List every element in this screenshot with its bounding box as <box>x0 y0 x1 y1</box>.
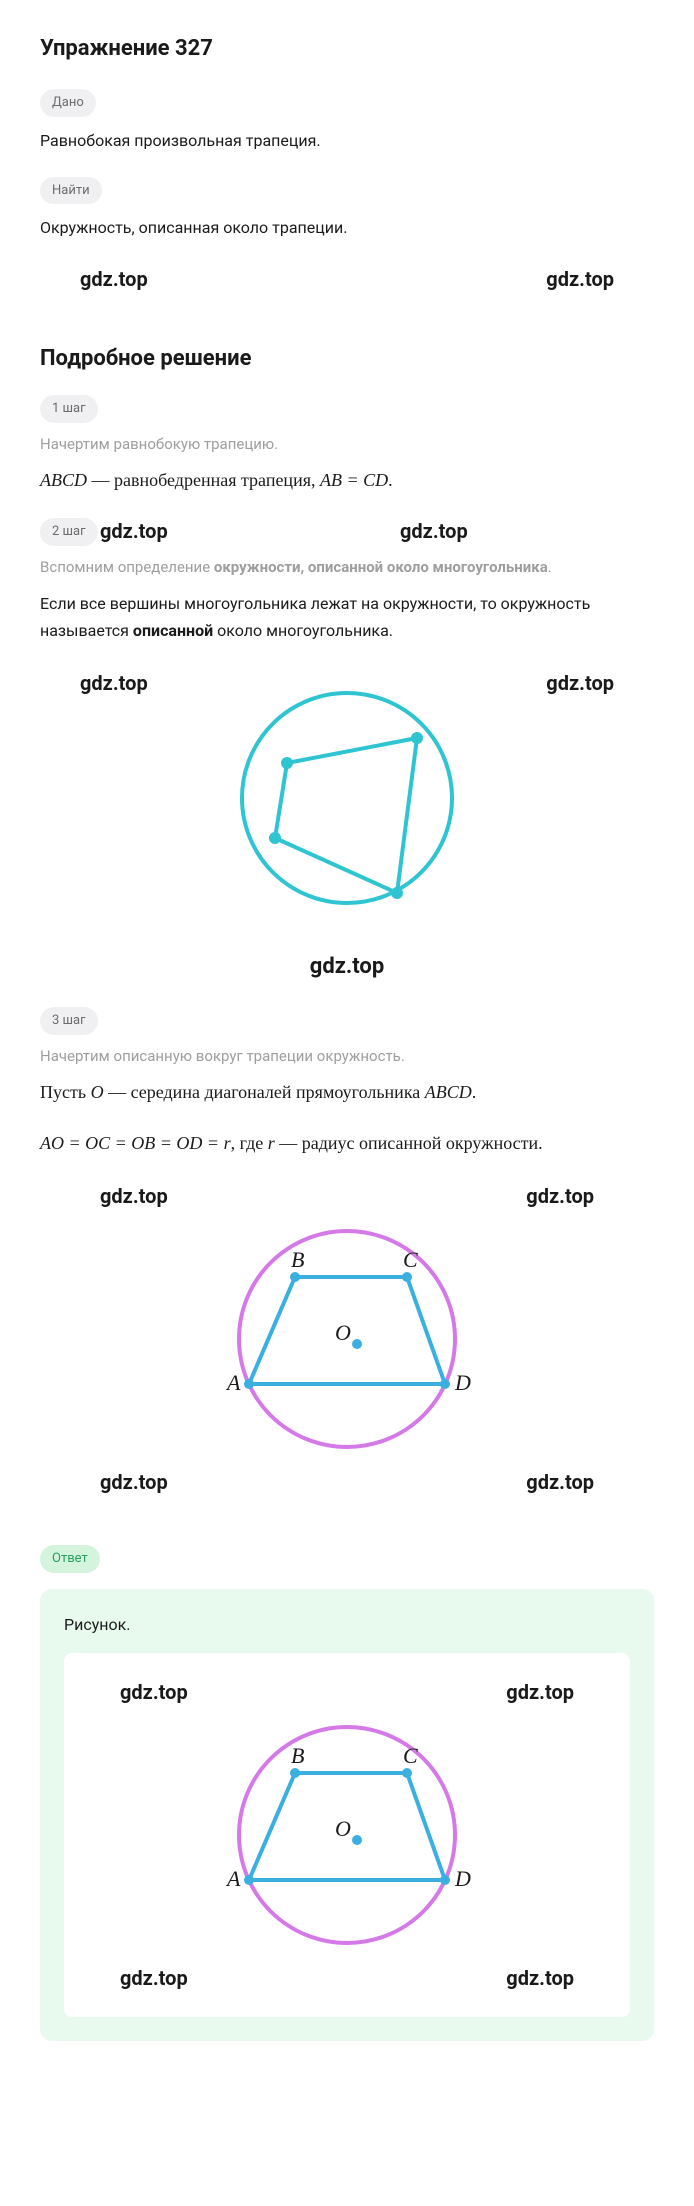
watermark: gdz.top <box>546 668 614 698</box>
math-var: O <box>91 1082 104 1102</box>
watermark: gdz.top <box>100 1467 168 1497</box>
math-line: AO = OC = OB = OD = r, где r — радиус оп… <box>40 1130 654 1157</box>
watermark: gdz.top <box>120 1677 188 1707</box>
find-badge: Найти <box>40 177 102 205</box>
text: Вспомним определение <box>40 558 214 576</box>
given-badge: Дано <box>40 89 96 117</box>
diagram-circumscribed-polygon: gdz.top gdz.top <box>40 668 654 918</box>
step-badge: 2 шаг <box>40 518 98 546</box>
watermark: gdz.top <box>100 1181 168 1211</box>
step-2: 2 шаг gdz.top gdz.top Вспомним определен… <box>40 518 654 644</box>
step-desc: Вспомним определение окружности, описанн… <box>40 556 654 579</box>
math-var: ABCD <box>40 470 87 490</box>
body-text: Если все вершины многоугольника лежат на… <box>40 590 654 644</box>
text: Пусть <box>40 1082 91 1102</box>
text: около многоугольника. <box>213 621 393 640</box>
text: . <box>548 558 552 576</box>
watermark: gdz.top <box>100 516 168 546</box>
svg-text:O: O <box>335 1320 351 1345</box>
diagram-svg: A B C D O <box>177 1219 517 1459</box>
math-var: r <box>268 1133 275 1153</box>
answer-section: Ответ Рисунок. gdz.top gdz.top A B C D O gdz… <box>40 1545 654 2041</box>
watermark: gdz.top <box>80 668 148 698</box>
math-line: ABCD — равнобедренная трапеция, AB = CD. <box>40 467 654 494</box>
watermark: gdz.top <box>120 1963 188 1993</box>
text-bold: описанной <box>133 621 213 640</box>
text: — радиус описанной окружности. <box>275 1133 543 1153</box>
watermark: gdz.top <box>546 264 614 294</box>
svg-text:D: D <box>454 1866 471 1891</box>
math-var: AB = CD <box>320 470 388 490</box>
text: , где <box>231 1133 268 1153</box>
math-line: Пусть O — середина диагоналей прямоуголь… <box>40 1079 654 1106</box>
math-text: — равнобедренная трапеция, <box>87 470 320 490</box>
math-text: . <box>388 470 393 490</box>
find-text: Окружность, описанная около трапеции. <box>40 216 654 240</box>
given-text: Равнобокая произвольная трапеция. <box>40 129 654 153</box>
step-badge: 3 шаг <box>40 1007 98 1035</box>
diagram-svg <box>227 678 467 918</box>
step-desc: Начертим равнобокую трапецию. <box>40 433 654 456</box>
answer-diagram: gdz.top gdz.top A B C D O gdz.top gdz.top <box>64 1653 630 2017</box>
step-desc: Начертим описанную вокруг трапеции окруж… <box>40 1045 654 1068</box>
watermark: gdz.top <box>526 1181 594 1211</box>
svg-text:A: A <box>225 1866 241 1891</box>
step-badge: 1 шаг <box>40 395 98 423</box>
step-3: 3 шаг Начертим описанную вокруг трапеции… <box>40 1007 654 1157</box>
diagram-svg: A B C D O <box>177 1715 517 1955</box>
text-bold: окружности, описанной около многоугольни… <box>214 558 548 576</box>
svg-text:O: O <box>335 1816 351 1841</box>
diagram-trapezoid-circle: gdz.top gdz.top A B C D O gdz.top gdz.top <box>40 1181 654 1497</box>
watermark: gdz.top <box>506 1963 574 1993</box>
math-var: ABCD <box>425 1082 472 1102</box>
watermark-row: gdz.top gdz.top <box>40 264 654 294</box>
svg-text:A: A <box>225 1370 241 1395</box>
answer-box: Рисунок. gdz.top gdz.top A B C D O gdz.top g… <box>40 1589 654 2041</box>
svg-text:B: B <box>291 1247 304 1272</box>
watermark: gdz.top <box>80 264 148 294</box>
exercise-title: Упражнение 327 <box>40 32 654 65</box>
answer-text: Рисунок. <box>64 1613 630 1637</box>
text: . <box>472 1082 477 1102</box>
watermark: gdz.top <box>400 516 468 546</box>
watermark: gdz.top <box>526 1467 594 1497</box>
svg-text:C: C <box>403 1247 418 1272</box>
answer-badge: Ответ <box>40 1545 100 1573</box>
text: — середина диагоналей прямоугольника <box>104 1082 425 1102</box>
watermark: gdz.top <box>506 1677 574 1707</box>
solution-title: Подробное решение <box>40 342 654 375</box>
svg-text:C: C <box>403 1743 418 1768</box>
step-1: 1 шаг Начертим равнобокую трапецию. ABCD… <box>40 395 654 494</box>
math-var: AO = OC = OB = OD = r <box>40 1133 231 1153</box>
svg-text:D: D <box>454 1370 471 1395</box>
watermark-center: gdz.top <box>40 950 654 983</box>
svg-text:B: B <box>291 1743 304 1768</box>
